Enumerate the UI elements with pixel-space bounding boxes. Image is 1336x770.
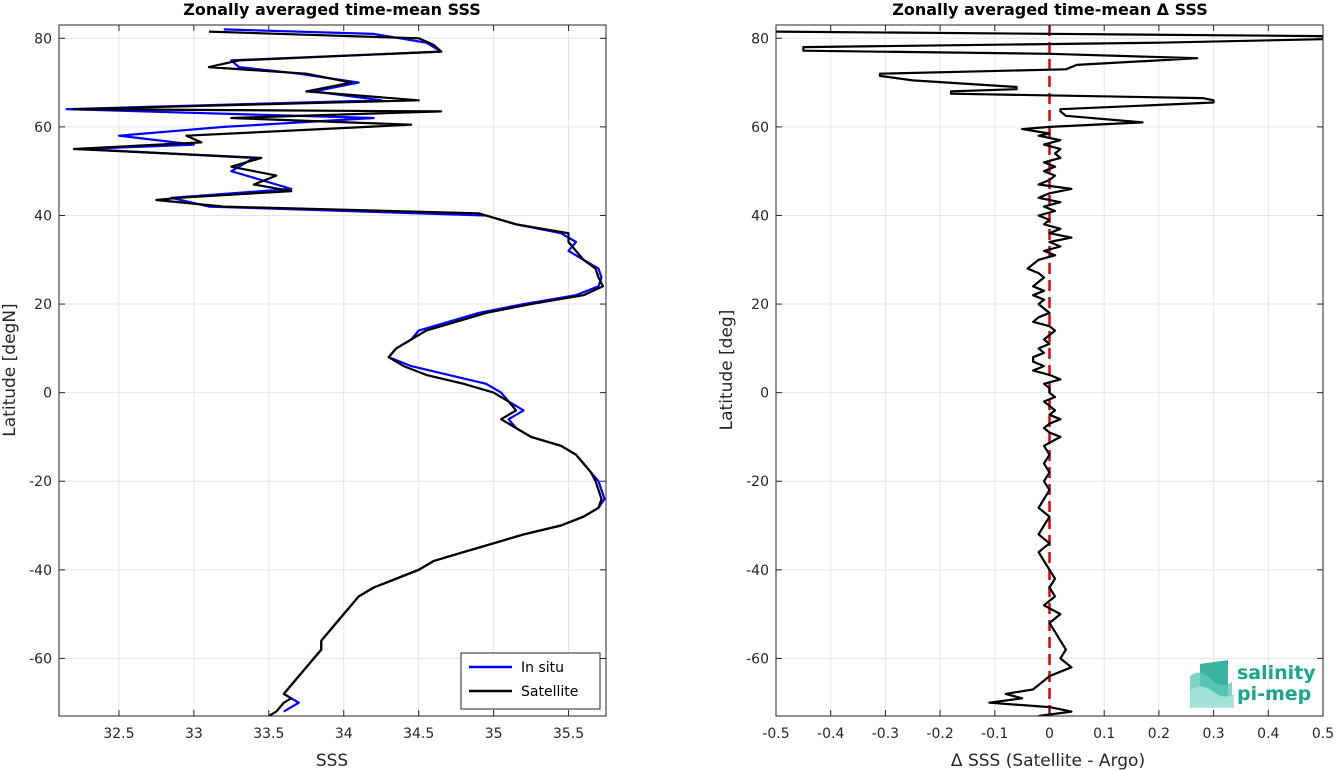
logo-line1: salinity xyxy=(1237,662,1316,684)
right-xtick-label: -0.4 xyxy=(817,726,844,742)
left-ytick-label: -60 xyxy=(29,651,52,667)
left-ytick-label: 60 xyxy=(34,120,52,136)
left-ytick-label: -40 xyxy=(29,563,52,579)
right-xtick-label: 0.1 xyxy=(1093,726,1115,742)
left-ytick-label: 80 xyxy=(34,31,52,47)
right-xtick-label: -0.3 xyxy=(872,726,899,742)
right-ylabel: Latitude [deg] xyxy=(717,310,737,431)
logo-wave-icon xyxy=(1190,660,1234,708)
left-xtick-label: 34.5 xyxy=(403,726,434,742)
left-title: Zonally averaged time-mean SSS xyxy=(183,0,481,19)
left-ylabel: Latitude [degN] xyxy=(0,303,20,436)
right-ytick-label: 20 xyxy=(751,297,769,313)
right-ytick-label: 80 xyxy=(751,31,769,47)
legend-box xyxy=(460,652,601,710)
right-xtick-label: 0 xyxy=(1045,726,1054,742)
right-series-line-delta xyxy=(776,30,1323,716)
legend-label-in-situ: In situ xyxy=(521,660,564,676)
right-ytick-label: 0 xyxy=(760,386,769,402)
right-chart: -0.5 -0.4 -0.3 -0.2 -0.1 0 0.1 0.2 0.3 0.4 0.5 -60 -… xyxy=(717,0,1334,770)
salinity-pi-mep-logo: salinity pi-mep xyxy=(1190,660,1316,708)
left-ytick-label: 40 xyxy=(34,208,52,224)
left-axes-box xyxy=(58,24,607,717)
right-xtick-label: 0.4 xyxy=(1257,726,1279,742)
left-ticks: 32.5 33 33.5 34 34.5 35 35.5 -60 -40 -20 0 20 40 60 80 xyxy=(29,25,606,742)
left-chart: 32.5 33 33.5 34 34.5 35 35.5 -60 -40 -20 0 20 40 60 80… xyxy=(0,0,607,770)
left-xtick-label: 35.5 xyxy=(553,726,584,742)
right-xtick-label: -0.1 xyxy=(981,726,1008,742)
right-xtick-label: 0.5 xyxy=(1312,726,1334,742)
right-ytick-label: -40 xyxy=(746,563,769,579)
left-xlabel: SSS xyxy=(316,751,348,770)
right-ytick-label: 40 xyxy=(751,208,769,224)
left-ytick-label: 0 xyxy=(43,386,52,402)
left-ytick-label: 20 xyxy=(34,297,52,313)
right-xlabel: Δ SSS (Satellite - Argo) xyxy=(951,751,1145,770)
left-ytick-label: -20 xyxy=(29,474,52,490)
logo-line2: pi-mep xyxy=(1237,683,1311,705)
right-ytick-label: 60 xyxy=(751,120,769,136)
legend-label-satellite: Satellite xyxy=(521,684,578,700)
right-title: Zonally averaged time-mean Δ SSS xyxy=(892,0,1208,19)
left-xtick-label: 34 xyxy=(335,726,353,742)
right-ticks: -0.5 -0.4 -0.3 -0.2 -0.1 0 0.1 0.2 0.3 0.4 0.5 -60 -… xyxy=(746,25,1334,742)
left-xtick-label: 35 xyxy=(485,726,503,742)
right-xtick-label: -0.5 xyxy=(762,726,789,742)
legend: In situ Satellite xyxy=(460,652,601,710)
right-series xyxy=(776,25,1323,716)
left-series-line-satellite xyxy=(72,30,605,716)
left-xtick-label: 32.5 xyxy=(103,726,134,742)
left-xtick-label: 33.5 xyxy=(253,726,284,742)
right-xtick-label: 0.3 xyxy=(1202,726,1224,742)
right-ytick-label: -60 xyxy=(746,651,769,667)
right-xtick-label: -0.2 xyxy=(926,726,953,742)
right-ytick-label: -20 xyxy=(746,474,769,490)
left-xtick-label: 33 xyxy=(185,726,203,742)
right-xtick-label: 0.2 xyxy=(1148,726,1170,742)
left-series xyxy=(65,28,606,716)
